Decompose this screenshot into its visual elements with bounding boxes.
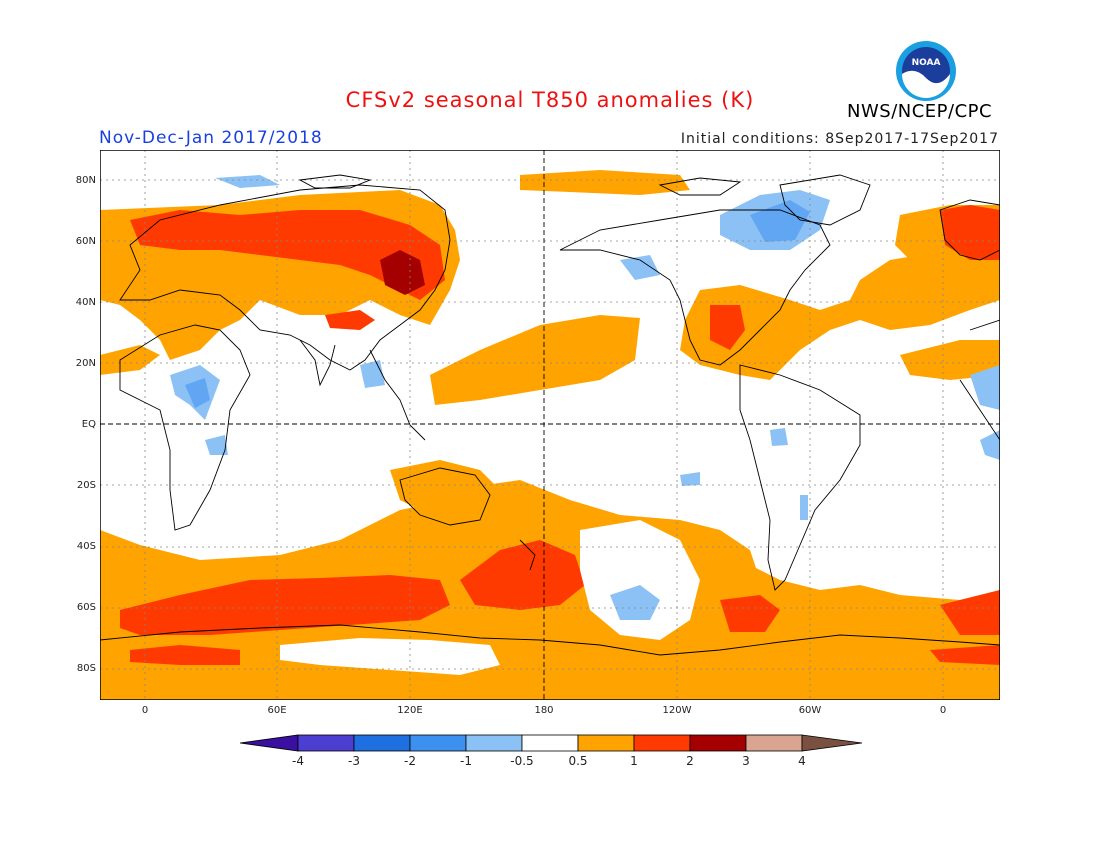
- coastlines: [100, 174, 1000, 656]
- logo-text: NOAA: [912, 58, 941, 68]
- lon-label-0: 0: [141, 705, 149, 716]
- graticule: [100, 150, 1000, 700]
- colorbar-label: -3: [348, 754, 360, 768]
- noaa-logo-icon: NOAA: [896, 41, 956, 101]
- lat-label-80s: 80S: [76, 663, 96, 674]
- colorbar-label: -2: [404, 754, 416, 768]
- anomaly-warm-2: [120, 205, 1000, 665]
- anomaly-warm-3: [380, 250, 425, 295]
- equator-and-dateline: [100, 150, 1000, 700]
- colorbar-label: -4: [292, 754, 304, 768]
- lat-label-60n: 60N: [75, 236, 96, 247]
- colorbar-label: 1: [630, 754, 638, 768]
- colorbar-bin: [297, 734, 355, 752]
- lon-label-60e: 60E: [267, 705, 287, 716]
- lat-label-20n: 20N: [75, 358, 96, 369]
- colorbar-bin: [633, 734, 691, 752]
- colorbar-bin: [689, 734, 747, 752]
- period-label: Nov-Dec-Jan 2017/2018: [99, 128, 323, 148]
- colorbar-bin: [745, 734, 803, 752]
- anomaly-neutral: [280, 520, 700, 675]
- colorbar-bin: [521, 734, 579, 752]
- colorbar-label: 0.5: [568, 754, 588, 768]
- colorbar-label: 3: [742, 754, 750, 768]
- colorbar-label: -1: [460, 754, 472, 768]
- lat-label-eq: EQ: [81, 419, 96, 430]
- lon-label-0-right: 0: [939, 705, 947, 716]
- map-title: CFSv2 seasonal T850 anomalies (K): [345, 88, 755, 112]
- colorbar-max-arrow: [801, 734, 862, 752]
- organization-label: NWS/NCEP/CPC: [847, 101, 993, 122]
- colorbar-min-arrow: [240, 734, 299, 752]
- anomaly-cool-2: [185, 200, 810, 408]
- colorbar-bin: [409, 734, 467, 752]
- colorbar-label: -0.5: [510, 754, 534, 768]
- colorbar-label: 2: [686, 754, 694, 768]
- lon-label-120e: 120E: [397, 705, 423, 716]
- lon-label-60w: 60W: [798, 705, 822, 716]
- lat-label-60s: 60S: [76, 602, 96, 613]
- anomaly-map: [100, 150, 1000, 700]
- colorbar: [240, 734, 862, 752]
- lat-label-40s: 40S: [76, 541, 96, 552]
- initial-conditions-label: Initial conditions: 8Sep2017-17Sep2017: [680, 131, 999, 147]
- lat-label-20s: 20S: [76, 480, 96, 491]
- colorbar-label: 4: [798, 754, 806, 768]
- lon-label-180: 180: [534, 705, 554, 716]
- lat-label-40n: 40N: [75, 297, 96, 308]
- colorbar-bin: [353, 734, 411, 752]
- colorbar-bin: [465, 734, 523, 752]
- colorbar-bin: [577, 734, 635, 752]
- lat-label-80n: 80N: [75, 175, 96, 186]
- lon-label-120w: 120W: [662, 705, 692, 716]
